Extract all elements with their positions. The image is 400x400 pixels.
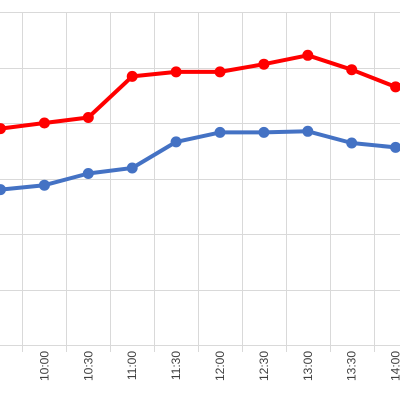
- series-2-point: [126, 162, 138, 174]
- series-1-point: [170, 66, 182, 78]
- series-2-point: [214, 126, 226, 138]
- series-1-point: [82, 112, 94, 123]
- series-1-point: [302, 49, 314, 61]
- series-2-point: [0, 184, 6, 196]
- x-tick-label: 12:00: [213, 351, 227, 381]
- x-tick-label: 14:00: [389, 351, 400, 381]
- series-2-point: [82, 168, 94, 179]
- series-1-point: [0, 123, 6, 135]
- series-2-point: [170, 136, 182, 148]
- series-1-point: [258, 58, 270, 70]
- x-tick-label: 12:30: [257, 351, 271, 381]
- series-2-point: [258, 126, 270, 138]
- series-line-1: [0, 53, 400, 131]
- x-tick-label: 10:30: [81, 351, 95, 381]
- series-1-point: [38, 117, 50, 129]
- series-line-2: [0, 129, 400, 192]
- series-1-point: [214, 66, 226, 78]
- series-2-point: [346, 137, 358, 149]
- x-tick-label: 13:30: [345, 351, 359, 381]
- x-axis-labels: 10:00 10:30 11:00 11:30 12:00 12:30 13:00 13:30…: [37, 351, 400, 381]
- series-2-point: [302, 125, 314, 137]
- chart-grid: [0, 12, 400, 352]
- x-tick-label: 11:30: [169, 351, 183, 380]
- series-1-point: [390, 81, 400, 93]
- series-2-point: [38, 179, 50, 191]
- chart-series: [0, 49, 400, 196]
- x-tick-label: 13:00: [301, 351, 315, 381]
- x-tick-label: 10:00: [37, 351, 51, 381]
- series-1-point: [126, 70, 138, 82]
- x-tick-label: 11:00: [125, 351, 139, 380]
- series-2-point: [390, 141, 400, 153]
- series-1-point: [346, 64, 358, 76]
